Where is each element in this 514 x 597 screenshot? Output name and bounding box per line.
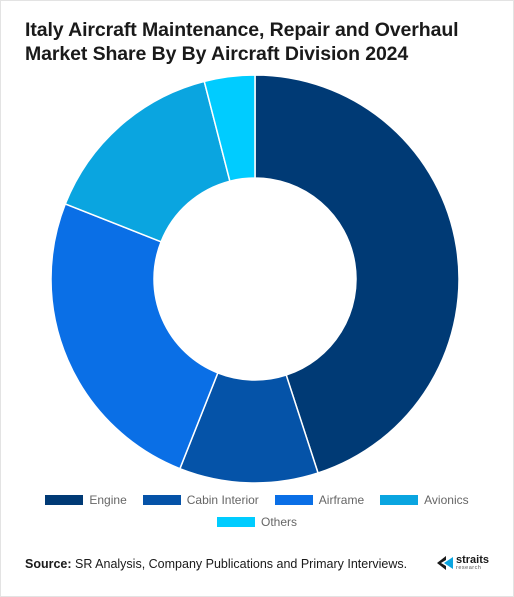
legend-swatch <box>380 495 419 505</box>
slice-airframe <box>50 202 219 470</box>
donut-slices <box>50 74 460 484</box>
slice-others <box>203 74 256 183</box>
legend-label: Airframe <box>318 493 365 507</box>
donut-chart <box>50 74 460 484</box>
brand-logo: straits research <box>437 553 497 573</box>
legend-row: Engine Cabin Interior Airframe Avionics <box>0 493 514 507</box>
legend: Engine Cabin Interior Airframe Avionics Oth… <box>0 493 514 529</box>
legend-item-cabin-interior: Cabin Interior <box>142 493 259 507</box>
legend-swatch <box>274 495 313 505</box>
legend-swatch <box>142 495 181 505</box>
slice-avionics <box>64 80 231 243</box>
logo-name: straits <box>456 553 490 566</box>
legend-item-engine: Engine <box>45 493 127 507</box>
legend-swatch <box>216 517 255 527</box>
legend-item-avionics: Avionics <box>380 493 469 507</box>
legend-item-others: Others <box>216 515 297 529</box>
legend-swatch <box>45 495 84 505</box>
straits-logo-icon <box>437 556 453 570</box>
logo-subtitle: research <box>456 564 482 571</box>
legend-label: Engine <box>89 493 127 507</box>
legend-label: Others <box>260 515 297 529</box>
source-note: Source: SR Analysis, Company Publication… <box>25 557 407 571</box>
source-text: SR Analysis, Company Publications and Pr… <box>71 557 408 571</box>
slice-engine <box>254 74 460 474</box>
chart-title: Italy Aircraft Maintenance, Repair and O… <box>25 19 459 65</box>
source-label: Source: <box>25 557 72 571</box>
legend-item-airframe: Airframe <box>274 493 365 507</box>
legend-row: Others <box>0 515 514 529</box>
legend-label: Cabin Interior <box>186 493 259 507</box>
legend-label: Avionics <box>424 493 469 507</box>
